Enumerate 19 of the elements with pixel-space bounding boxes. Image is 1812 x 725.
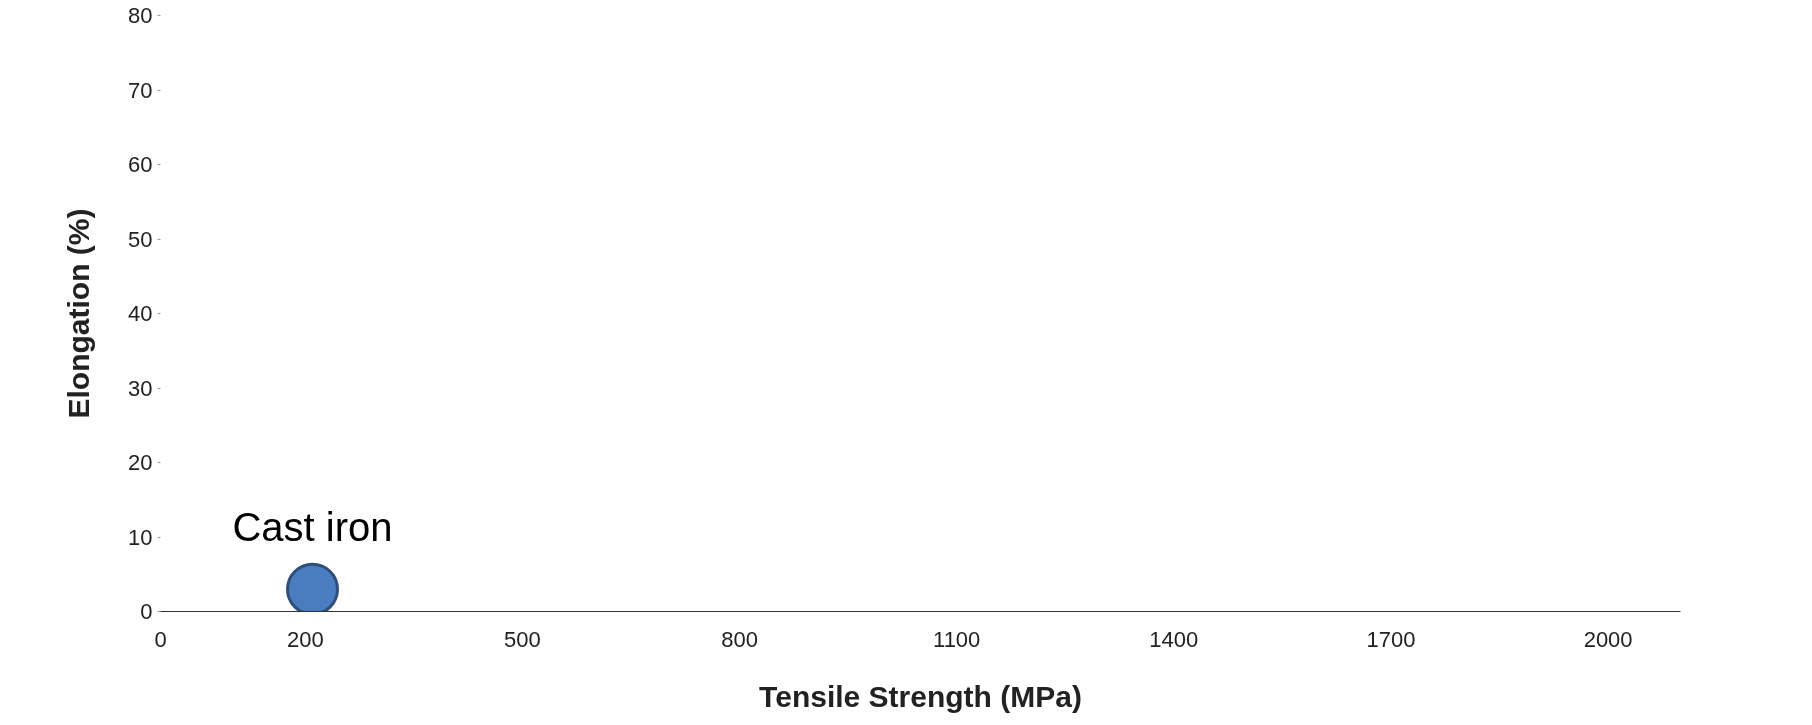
y-tick-label: 40 (128, 301, 153, 326)
y-tick-label: 50 (128, 226, 153, 252)
x-tick-label: 2000 (1583, 626, 1633, 652)
y-tick-label: 20 (128, 450, 153, 475)
y-tick-label: 0 (140, 599, 153, 624)
y-tick-label: 60 (128, 152, 153, 177)
x-tick-label: 1100 (933, 626, 981, 652)
y-tick-label: 70 (128, 77, 153, 103)
x-axis-title: Tensile Strength (MPa) (759, 679, 1082, 713)
x-tick-label: 200 (286, 626, 324, 652)
annotation: Cast iron (232, 505, 393, 550)
x-tick-label: 800 (721, 626, 758, 652)
x-tick-label: 1700 (1366, 626, 1416, 652)
y-tick-label: 30 (128, 375, 153, 401)
x-tick-label: 1400 (1149, 626, 1199, 652)
y-axis-title: Elongation (%) (62, 208, 96, 419)
y-tick-label: 10 (128, 524, 153, 550)
y-tick-label: 80 (128, 3, 153, 28)
x-tick-label: 500 (504, 626, 541, 652)
